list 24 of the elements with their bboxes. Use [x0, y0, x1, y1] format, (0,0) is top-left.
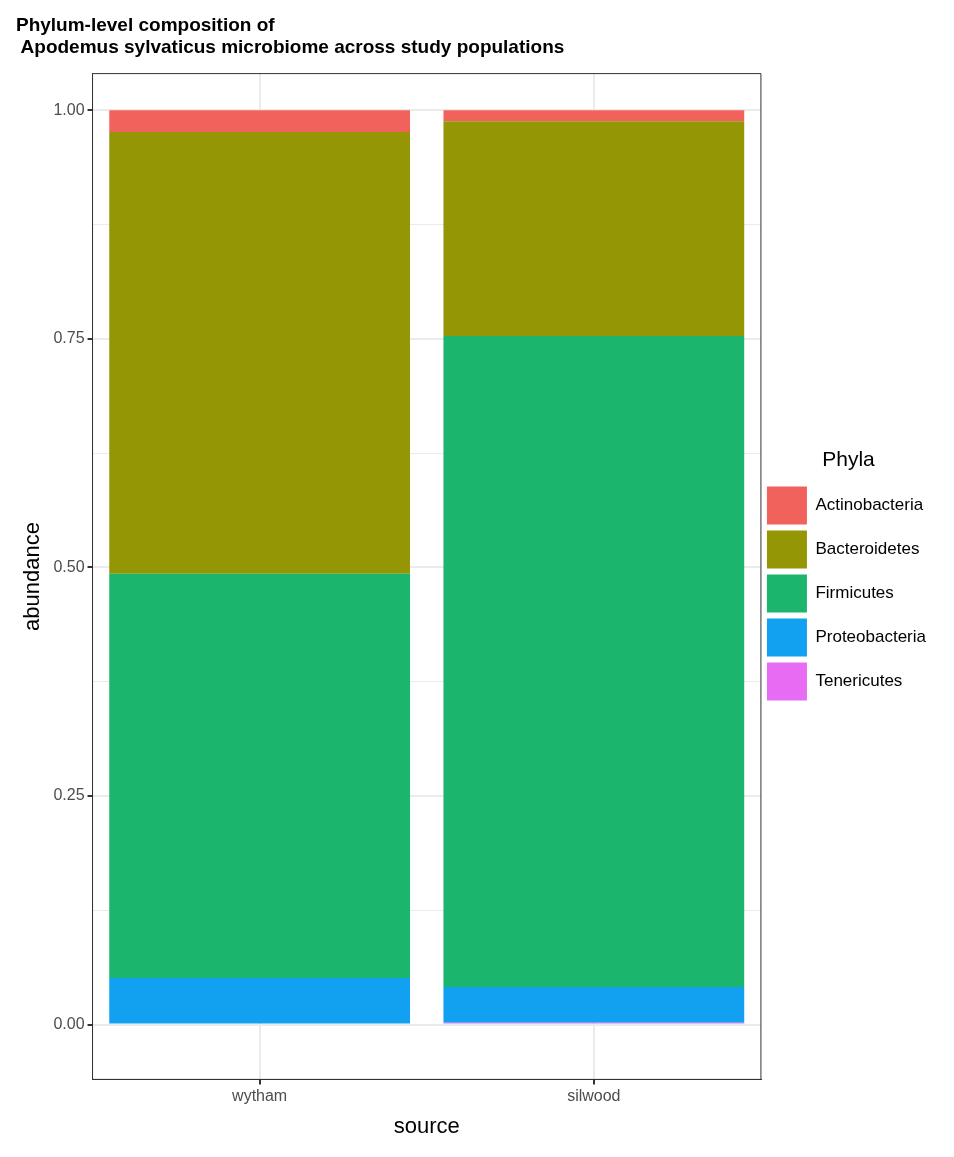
y-tick-label: 0.50: [53, 557, 85, 575]
bar: [443, 987, 745, 1023]
legend-label: Actinobacteria: [815, 495, 924, 515]
bar: [109, 110, 411, 133]
y-tick-label: 0.75: [53, 329, 85, 347]
legend-title: Phyla: [822, 446, 876, 470]
legend-label: Bacteroidetes: [815, 539, 920, 559]
legend-label: Tenericutes: [815, 671, 903, 691]
y-tick-label: 1.00: [53, 100, 85, 118]
y-tick-label: 0.25: [53, 786, 85, 804]
bar: [443, 121, 745, 337]
x-tick-label: silwood: [567, 1087, 621, 1105]
x-tick-label: wytham: [231, 1087, 288, 1105]
y-axis-title: abundance: [19, 522, 45, 631]
bar: [443, 336, 745, 988]
y-tick-label: 0.00: [53, 1014, 85, 1032]
legend-label: Firmicutes: [815, 583, 894, 603]
chart-title: Phylum-level composition of Apodemus sylvaticus microbiome across study populations: [16, 13, 565, 58]
bar: [109, 573, 411, 978]
legend-label: Proteobacteria: [815, 627, 927, 647]
bar: [109, 977, 411, 1024]
x-axis-title: source: [393, 1112, 460, 1138]
bar: [109, 132, 411, 574]
bar: [443, 110, 745, 122]
